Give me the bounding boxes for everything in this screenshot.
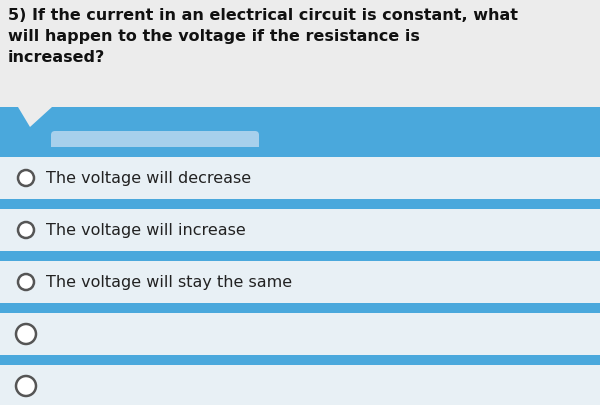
Bar xyxy=(0,0,600,108)
Bar xyxy=(0,252,600,261)
Polygon shape xyxy=(18,108,52,128)
Text: 5) If the current in an electrical circuit is constant, what
will happen to the : 5) If the current in an electrical circu… xyxy=(8,8,518,65)
Bar xyxy=(0,148,600,158)
Circle shape xyxy=(16,324,36,344)
Bar xyxy=(0,158,600,200)
Circle shape xyxy=(18,171,34,187)
Circle shape xyxy=(16,376,36,396)
Text: The voltage will decrease: The voltage will decrease xyxy=(46,171,251,186)
Bar xyxy=(0,209,600,252)
Bar xyxy=(0,303,600,313)
Bar xyxy=(0,365,600,405)
FancyBboxPatch shape xyxy=(51,132,259,151)
Bar xyxy=(0,355,600,365)
Text: The voltage will increase: The voltage will increase xyxy=(46,223,246,238)
Circle shape xyxy=(18,274,34,290)
Bar xyxy=(0,261,600,303)
Circle shape xyxy=(18,222,34,239)
Text: The voltage will stay the same: The voltage will stay the same xyxy=(46,275,292,290)
Bar xyxy=(0,200,600,209)
Bar xyxy=(0,313,600,355)
